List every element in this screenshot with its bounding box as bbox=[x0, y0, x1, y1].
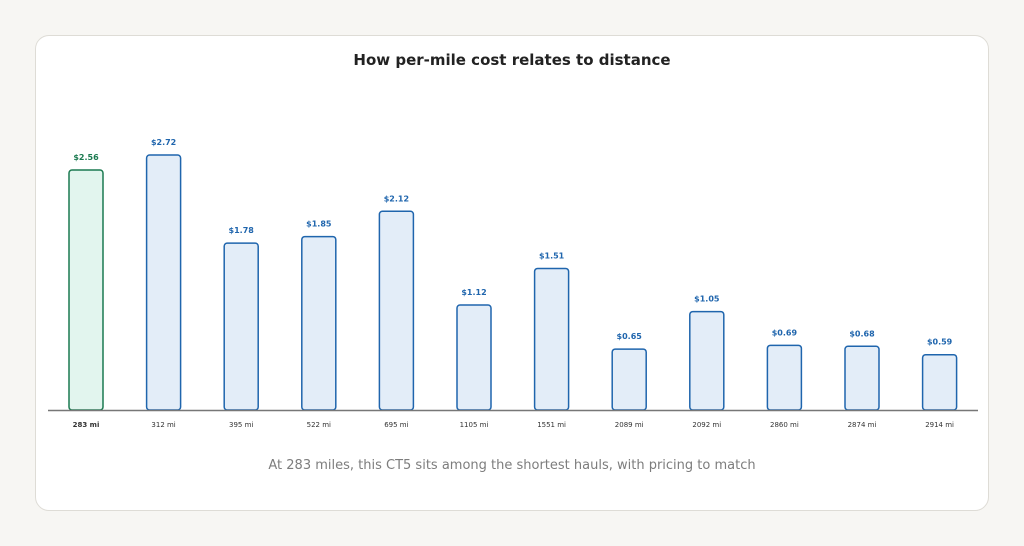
chart-title: How per-mile cost relates to distance bbox=[353, 51, 671, 69]
bar-value-label-3: $1.85 bbox=[306, 220, 332, 229]
x-tick-label-0: 283 mi bbox=[73, 421, 100, 429]
bar-7 bbox=[611, 348, 647, 411]
x-tick-label-1: 312 mi bbox=[151, 421, 175, 429]
bar-4 bbox=[378, 210, 415, 411]
bar-6 bbox=[533, 267, 570, 411]
bar-value-label-7: $0.65 bbox=[617, 332, 643, 341]
bar-chart: $2.56 283 mi $2.72 312 mi $1.78 395 mi $1.85 52… bbox=[48, 138, 978, 429]
bar-10 bbox=[844, 345, 880, 411]
bar-11 bbox=[921, 353, 958, 411]
bar-value-label-9: $0.69 bbox=[772, 328, 798, 337]
x-tick-label-9: 2860 mi bbox=[770, 421, 799, 429]
bar-value-label-11: $0.59 bbox=[927, 338, 953, 347]
bar-8 bbox=[689, 310, 725, 411]
bar-5 bbox=[456, 304, 492, 411]
bar-0 bbox=[68, 169, 104, 411]
bar-value-label-2: $1.78 bbox=[229, 226, 255, 235]
chart-subtitle: At 283 miles, this CT5 sits among the sh… bbox=[268, 458, 756, 473]
x-tick-label-7: 2089 mi bbox=[615, 421, 644, 429]
bar-9 bbox=[766, 344, 803, 411]
bar-value-label-5: $1.12 bbox=[461, 288, 486, 297]
chart-card: How per-mile cost relates to distance $2… bbox=[35, 35, 989, 511]
bar-value-label-4: $2.12 bbox=[384, 194, 409, 203]
bar-2 bbox=[223, 242, 259, 411]
bar-value-label-10: $0.68 bbox=[849, 329, 875, 338]
x-tick-label-11: 2914 mi bbox=[925, 421, 954, 429]
bar-value-label-1: $2.72 bbox=[151, 138, 176, 147]
bar-value-label-8: $1.05 bbox=[694, 295, 720, 304]
x-tick-label-5: 1105 mi bbox=[460, 421, 489, 429]
x-tick-label-6: 1551 mi bbox=[537, 421, 566, 429]
bar-1 bbox=[145, 154, 182, 411]
bar-value-label-0: $2.56 bbox=[73, 153, 99, 162]
x-tick-label-3: 522 mi bbox=[307, 421, 331, 429]
bar-value-label-6: $1.51 bbox=[539, 251, 565, 260]
x-tick-label-8: 2092 mi bbox=[692, 421, 721, 429]
bar-3 bbox=[301, 235, 337, 411]
x-tick-label-4: 695 mi bbox=[384, 421, 408, 429]
x-tick-label-10: 2874 mi bbox=[848, 421, 877, 429]
x-tick-label-2: 395 mi bbox=[229, 421, 253, 429]
